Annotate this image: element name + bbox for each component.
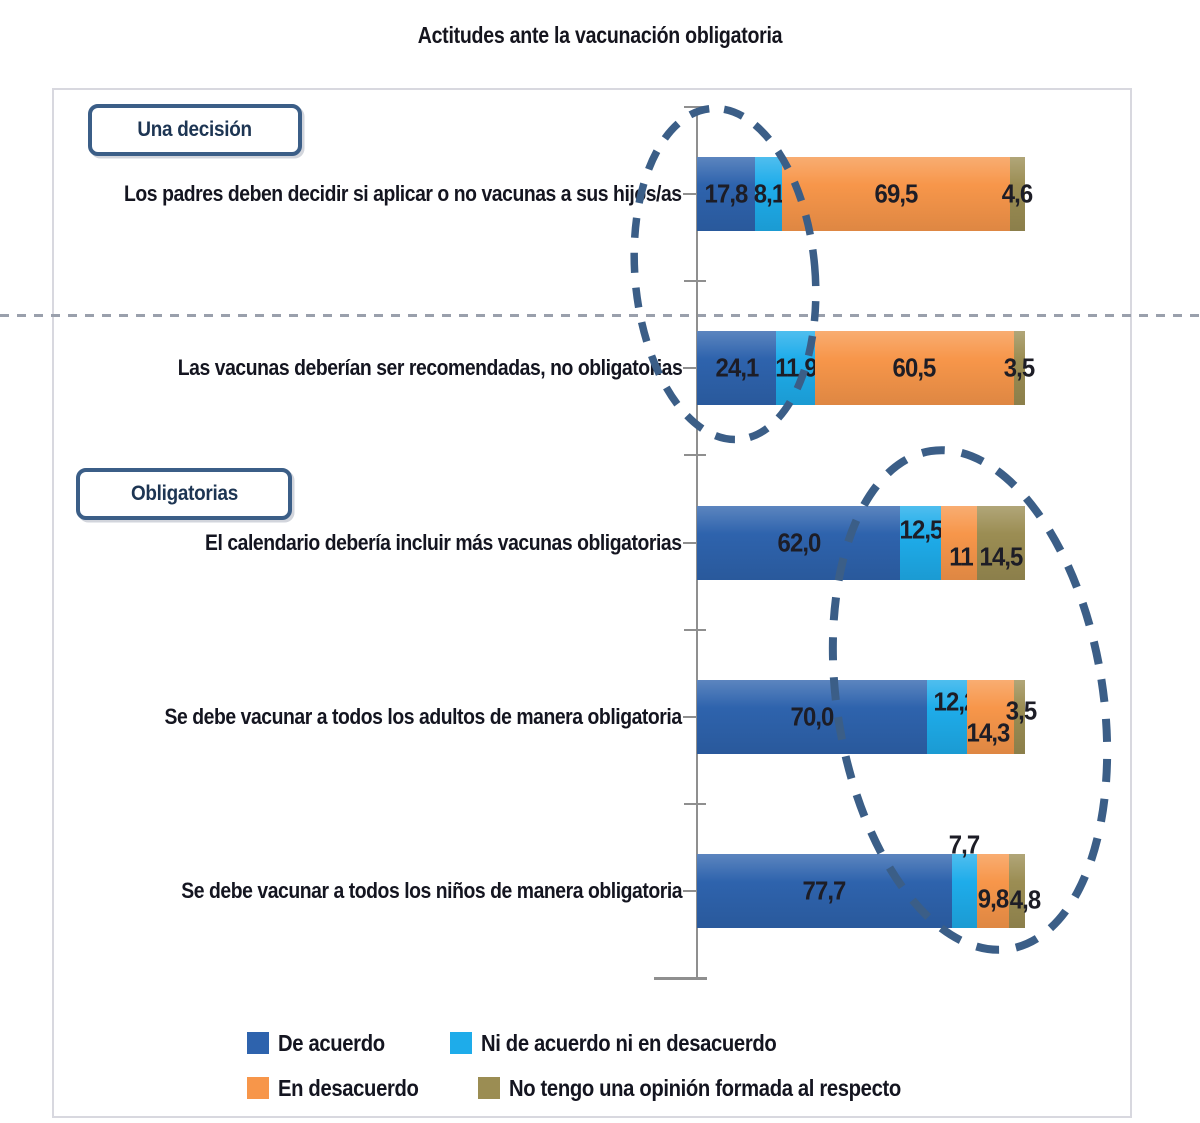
category-tick bbox=[683, 367, 697, 370]
section-divider-line bbox=[0, 314, 1200, 317]
category-tick bbox=[683, 715, 697, 718]
group-box-una-decision: Una decisión bbox=[88, 104, 302, 156]
bar-value-label: 14,3 bbox=[966, 717, 1011, 748]
bar-segment-en-desacuerdo bbox=[781, 157, 1010, 232]
bar-value-label: 4,6 bbox=[1002, 178, 1033, 209]
axis-boundary-tick bbox=[684, 454, 706, 457]
plot-border bbox=[52, 88, 1132, 1118]
bar-segment-en-desacuerdo bbox=[815, 331, 1014, 406]
bar-value-label: 8,1 bbox=[753, 178, 784, 209]
group-box-obligatorias: Obligatorias bbox=[76, 468, 292, 520]
axis-boundary-tick bbox=[684, 628, 706, 631]
axis-boundary-tick bbox=[684, 802, 706, 805]
group-box-obligatorias-label: Obligatorias bbox=[130, 482, 238, 505]
legend-swatch-en-desacuerdo bbox=[247, 1077, 269, 1099]
bar-value-label: 9,8 bbox=[977, 883, 1009, 914]
bar-value-label: 14,5 bbox=[979, 541, 1024, 571]
bar-value-label: 77,7 bbox=[802, 875, 847, 906]
category-label: Las vacunas deberían ser recomendadas, n… bbox=[177, 355, 682, 381]
bar-value-label: 3,5 bbox=[1005, 695, 1037, 726]
category-tick bbox=[683, 541, 697, 544]
bar-value-label: 70,0 bbox=[790, 701, 834, 732]
legend-item-sin-opinion: No tengo una opinión formada al respecto bbox=[478, 1074, 954, 1101]
chart-title: Actitudes ante la vacunación obligatoria bbox=[417, 22, 783, 48]
bar-value-label: 7,7 bbox=[949, 829, 980, 860]
bar-value-label: 12,5 bbox=[899, 514, 943, 544]
bar-value-label: 11,9 bbox=[774, 352, 817, 383]
legend-swatch-ni-de-acuerdo bbox=[450, 1032, 472, 1054]
axis-boundary-tick bbox=[684, 280, 706, 283]
legend-item-de-acuerdo: De acuerdo bbox=[247, 1029, 399, 1056]
axis-boundary-tick bbox=[684, 106, 706, 108]
bar-segment-no-tengo-una-opini-n-formada-al-respecto bbox=[1009, 157, 1026, 232]
legend-label-ni-de-acuerdo: Ni de acuerdo ni en desacuerdo bbox=[481, 1029, 777, 1056]
bar-value-label: 4,8 bbox=[1009, 884, 1041, 915]
bar-segment-no-tengo-una-opini-n-formada-al-respecto bbox=[1013, 331, 1026, 406]
legend-item-en-desacuerdo: En desacuerdo bbox=[247, 1074, 438, 1101]
category-tick bbox=[683, 193, 697, 196]
legend-label-en-desacuerdo: En desacuerdo bbox=[278, 1074, 419, 1101]
bar-value-label: 11 bbox=[949, 541, 974, 571]
bar-segment-ni-de-acuerdo-ni-en-desacuerdo bbox=[951, 853, 978, 928]
category-label: Los padres deben decidir si aplicar o no… bbox=[124, 181, 682, 207]
legend-swatch-de-acuerdo bbox=[247, 1032, 269, 1054]
bar-value-label: 3,5 bbox=[1003, 352, 1035, 383]
axis-base-tick bbox=[654, 977, 707, 980]
category-label: Se debe vacunar a todos los adultos de m… bbox=[164, 703, 683, 729]
legend-item-ni-de-acuerdo: Ni de acuerdo ni en desacuerdo bbox=[450, 1029, 817, 1056]
category-label: El calendario debería incluir más vacuna… bbox=[205, 529, 682, 555]
bar-value-label: 62,0 bbox=[777, 527, 821, 557]
legend-label-de-acuerdo: De acuerdo bbox=[278, 1029, 385, 1056]
bar-value-label: 60,5 bbox=[892, 352, 937, 383]
legend-swatch-sin-opinion bbox=[478, 1077, 500, 1099]
category-tick bbox=[683, 889, 697, 892]
bar-value-label: 69,5 bbox=[874, 178, 918, 209]
legend-label-sin-opinion: No tengo una opinión formada al respecto bbox=[509, 1074, 901, 1101]
bar-value-label: 24,1 bbox=[715, 352, 759, 383]
category-label: Se debe vacunar a todos los niños de man… bbox=[181, 877, 682, 903]
bar-value-label: 17,8 bbox=[704, 178, 749, 209]
group-box-una-decision-label: Una decisión bbox=[137, 118, 253, 141]
